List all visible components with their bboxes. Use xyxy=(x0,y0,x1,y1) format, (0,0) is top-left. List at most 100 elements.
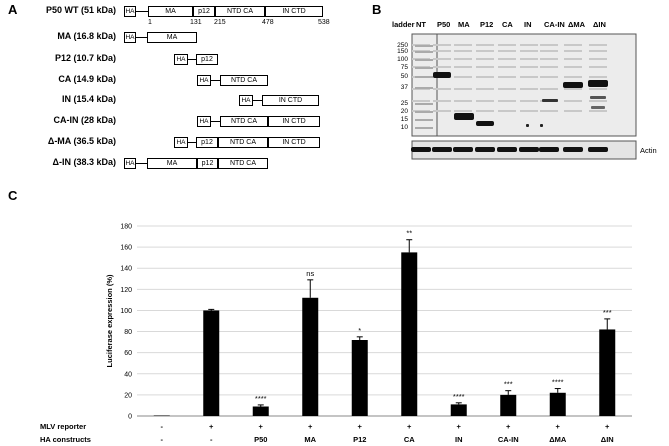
domain-p12: p12 xyxy=(197,158,218,169)
background-band xyxy=(564,76,582,78)
background-band xyxy=(589,44,607,46)
background-band xyxy=(454,100,472,102)
background-band xyxy=(564,110,582,112)
domain-ntd-ca: NTD CA xyxy=(220,75,268,86)
ha-linker xyxy=(211,80,220,81)
construct-label: CA-IN xyxy=(498,435,519,444)
bar xyxy=(153,415,170,416)
domain-ma: MA xyxy=(147,158,197,169)
significance-label: ** xyxy=(406,229,412,238)
reporter-sign: + xyxy=(556,422,561,431)
domain-in-ctd: IN CTD xyxy=(265,6,323,17)
significance-label: *** xyxy=(504,380,513,389)
background-band xyxy=(589,100,607,102)
bar xyxy=(500,394,517,416)
bar xyxy=(351,340,368,416)
ladder-band xyxy=(415,67,433,69)
background-band xyxy=(498,100,516,102)
ha-linker xyxy=(136,11,148,12)
actin-label: Actin xyxy=(640,146,657,155)
ladder-band xyxy=(415,76,433,78)
domain-ha: HA xyxy=(124,6,136,17)
y-tick-label: 40 xyxy=(124,371,132,378)
construct-label: CA-IN (28 kDa) xyxy=(53,115,116,125)
domain-ntd-ca: NTD CA xyxy=(215,6,265,17)
band-in-dot xyxy=(526,124,529,127)
band-din-lower xyxy=(590,96,606,99)
bar xyxy=(252,406,269,416)
actin-band xyxy=(588,147,608,152)
actin-band xyxy=(563,147,583,152)
reporter-sign: + xyxy=(407,422,412,431)
background-band xyxy=(540,50,558,52)
construct-label: Δ-MA (36.5 kDa) xyxy=(47,136,116,146)
significance-label: **** xyxy=(552,378,564,387)
background-band xyxy=(454,58,472,60)
construct-label: CA (14.9 kDa) xyxy=(58,74,116,84)
background-band xyxy=(498,58,516,60)
background-band xyxy=(520,100,538,102)
ladder-band xyxy=(415,51,433,53)
background-band xyxy=(520,88,538,90)
blot-frame xyxy=(411,33,637,137)
panel-b-letter: B xyxy=(372,2,382,17)
y-tick-label: 140 xyxy=(120,266,132,273)
y-tick-label: 120 xyxy=(120,287,132,294)
background-band xyxy=(540,88,558,90)
lane-label: ladder xyxy=(392,20,415,29)
background-band xyxy=(498,50,516,52)
lane-label: IN xyxy=(524,20,532,29)
background-band xyxy=(476,44,494,46)
construct-label: CA xyxy=(404,435,415,444)
ha-linker xyxy=(188,142,196,143)
construct-label: MA (16.8 kDa) xyxy=(57,31,116,41)
background-band xyxy=(433,58,451,60)
panel-a-letter: A xyxy=(8,2,18,17)
residue-number: 538 xyxy=(318,19,330,26)
background-band xyxy=(540,58,558,60)
ha-linker xyxy=(211,121,220,122)
lane-label: NT xyxy=(416,20,426,29)
ha-linker xyxy=(136,163,147,164)
reporter-sign: + xyxy=(209,422,214,431)
reporter-sign: + xyxy=(605,422,610,431)
band-p12 xyxy=(476,121,494,126)
background-band xyxy=(589,110,607,112)
domain-ha: HA xyxy=(174,137,188,148)
background-band xyxy=(540,66,558,68)
domain-ha: HA xyxy=(124,158,136,169)
ladder-band xyxy=(415,119,433,121)
construct-label: - xyxy=(161,435,164,444)
background-band xyxy=(498,88,516,90)
ha-linker xyxy=(136,37,147,38)
domain-ha: HA xyxy=(124,32,136,43)
mw-marker: 20 xyxy=(400,108,408,115)
domain-ha: HA xyxy=(174,54,188,65)
mw-marker: 37 xyxy=(400,84,408,91)
significance-label: *** xyxy=(603,308,612,317)
domain-p12: p12 xyxy=(193,6,215,17)
actin-band xyxy=(519,147,539,152)
background-band xyxy=(454,50,472,52)
residue-number: 131 xyxy=(190,19,202,26)
mw-marker: 25 xyxy=(400,100,408,107)
background-band xyxy=(540,110,558,112)
background-band xyxy=(498,110,516,112)
bar xyxy=(302,297,319,416)
actin-band xyxy=(475,147,495,152)
background-band xyxy=(589,50,607,52)
construct-label: IN (15.4 kDa) xyxy=(61,94,116,104)
background-band xyxy=(540,44,558,46)
background-band xyxy=(564,66,582,68)
ladder-band xyxy=(415,59,433,61)
construct-label: Δ-IN (38.3 kDa) xyxy=(52,157,117,167)
lane-label: ΔIN xyxy=(593,20,606,29)
background-band xyxy=(433,66,451,68)
actin-band xyxy=(497,147,517,152)
background-band xyxy=(564,100,582,102)
ladder-band xyxy=(415,103,433,105)
lane-label: P12 xyxy=(480,20,494,29)
background-band xyxy=(433,50,451,52)
background-band xyxy=(520,110,538,112)
